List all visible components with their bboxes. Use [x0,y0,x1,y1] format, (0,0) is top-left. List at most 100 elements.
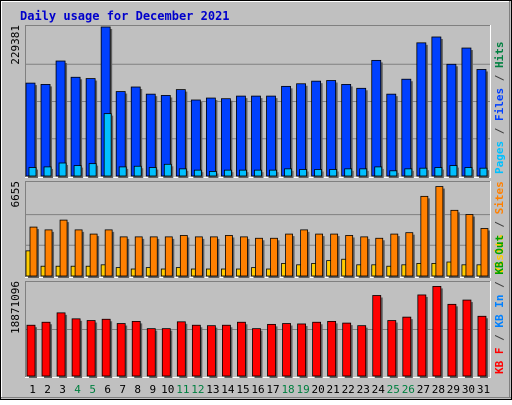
visits-panel-legend-item: Sites [493,181,506,221]
hits-bar [205,97,216,177]
hits-bar [281,85,291,177]
hits-bar [461,47,472,177]
hits-bar [296,83,306,177]
kbytes-bar [267,323,276,377]
hits-panel-legend-item: / [493,127,506,141]
pages-bar [28,167,37,177]
sites-bar [29,226,38,277]
sites-bar [345,235,354,277]
kbytes-bar [101,318,111,377]
kbytes-bar [387,320,397,377]
hits-bar [175,89,186,177]
sites-bar [240,236,248,277]
kbytes-bar [312,321,322,377]
sites-bar [225,235,233,277]
kbytes-bar [41,321,51,377]
sites-bar [375,237,384,277]
hits-bar [311,80,322,177]
x-tick-label: 5 [89,383,96,396]
kbytes-bar [372,295,382,377]
pages-bar [299,169,307,177]
pages-bar [254,169,262,177]
pages-bar [284,168,292,177]
pages-bar [389,170,398,177]
x-tick-label: 12 [191,383,204,396]
x-tick-label: 26 [402,383,415,396]
hits-bar [476,69,487,177]
hits-bar [431,36,442,177]
pages-bar [419,167,428,177]
kbytes-bar [26,324,36,377]
hits-panel-ymax-label: 229381 [9,25,22,65]
x-tick-label: 4 [74,383,81,396]
kbytes-bar [116,323,126,377]
kbytes-bar [282,323,291,377]
kbytes-bar [327,320,337,377]
kbytes-bar [131,320,141,377]
pages-bar [239,169,247,177]
sites-bar [465,214,474,277]
chart-title: Daily usage for December 2021 [20,9,230,23]
hits-bar [236,95,246,177]
visits-panel-legend: Visits / Sites [493,181,506,274]
kbytes-bar [462,299,472,377]
x-tick-label: 3 [59,383,66,396]
x-tick-label: 27 [417,383,430,396]
kbytes-panel-legend-item: / [493,281,506,295]
hits-panel-legend-item: Pages [493,141,506,174]
kbytes-bar [342,322,352,377]
hits-bar [341,84,352,177]
pages-bar [359,168,368,177]
pages-bar [464,167,473,177]
sites-bar [89,233,98,277]
x-tick-label: 14 [221,383,235,396]
kbytes-panel-ymax-label: 18871096 [9,281,22,334]
kbytes-panel-legend-item: KB Out [493,235,506,281]
pages-bar [344,168,353,177]
hits-bar [386,93,397,177]
kbytes-bar [161,328,171,377]
x-tick-label: 18 [281,383,294,396]
kbytes-bar [447,303,457,377]
hits-bar [115,91,126,177]
chart-panels: 229381 Pages / Files / Hits 6655 Visits / S… [9,25,506,378]
hits-bar [145,93,156,177]
visits-panel-legend-item: / [493,221,506,235]
kbytes-bar [477,315,487,377]
sites-bar [300,229,308,277]
pages-bar [163,163,172,177]
hits-bar [356,87,367,177]
hits-bar [40,84,51,177]
hits-bar [130,86,141,177]
pages-bar [374,166,383,177]
x-tick-label: 15 [236,383,249,396]
sites-bar [119,236,128,277]
kbytes-bar [56,312,66,377]
pages-bar [208,171,217,177]
kbytes-bar [146,328,156,377]
pages-bar [148,167,157,177]
visits-panel-legend-item: Visits [493,234,506,274]
sites-bar [390,233,399,277]
x-tick-label: 17 [266,383,279,396]
hits-panel-legend-item: / [493,74,506,88]
sites-bar [315,233,324,277]
kbytes-bar [206,325,216,377]
hits-bar [401,78,412,177]
pages-bar [118,166,127,177]
x-tick-label: 8 [134,383,141,396]
hits-bar [416,42,427,177]
kbytes-panel-legend-item: KB In [493,295,506,335]
hits-bar [221,98,231,177]
kbytes-bar [71,318,81,377]
x-tick-label: 29 [447,383,460,396]
sites-bar [134,236,143,277]
x-tick-label: 25 [387,383,400,396]
kbytes-bar [357,325,367,377]
sites-bar [405,232,414,277]
hits-bar [446,63,457,177]
pages-bar [314,169,323,177]
pages-bar [88,163,97,177]
